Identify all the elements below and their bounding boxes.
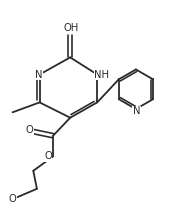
Text: N: N <box>35 69 43 80</box>
Text: OH: OH <box>64 23 79 33</box>
Text: N: N <box>132 106 140 116</box>
Text: O: O <box>9 194 17 204</box>
Text: O: O <box>44 151 52 161</box>
Text: O: O <box>26 125 34 135</box>
Text: NH: NH <box>94 69 109 80</box>
